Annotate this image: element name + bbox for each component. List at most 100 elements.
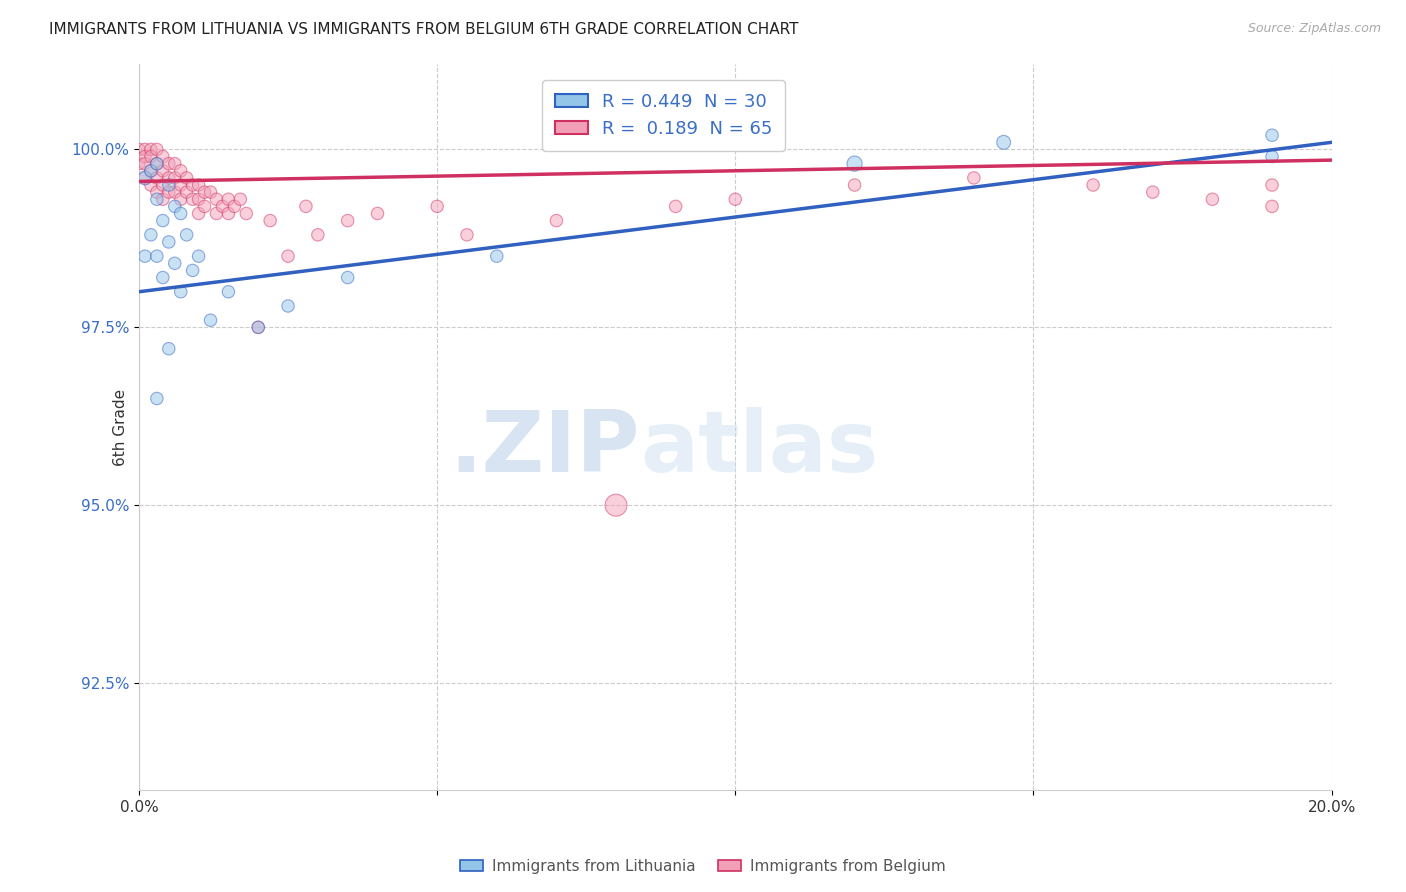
Point	[157, 342, 180, 356]
Point	[163, 156, 186, 170]
Point	[187, 192, 209, 206]
Point	[157, 178, 180, 192]
Point	[844, 156, 866, 170]
Point	[176, 170, 198, 185]
Point	[139, 163, 162, 178]
Text: IMMIGRANTS FROM LITHUANIA VS IMMIGRANTS FROM BELGIUM 6TH GRADE CORRELATION CHART: IMMIGRANTS FROM LITHUANIA VS IMMIGRANTS …	[49, 22, 799, 37]
Point	[200, 313, 222, 327]
Point	[259, 213, 281, 227]
Point	[170, 178, 193, 192]
Point	[1081, 178, 1104, 192]
Point	[193, 199, 215, 213]
Point	[1201, 192, 1223, 206]
Point	[605, 498, 627, 512]
Point	[217, 192, 239, 206]
Point	[963, 170, 986, 185]
Point	[307, 227, 329, 242]
Point	[1142, 185, 1164, 199]
Point	[157, 170, 180, 185]
Point	[247, 320, 270, 334]
Point	[176, 227, 198, 242]
Point	[157, 235, 180, 249]
Point	[146, 170, 169, 185]
Point	[157, 185, 180, 199]
Point	[295, 199, 318, 213]
Point	[128, 156, 150, 170]
Point	[277, 249, 299, 263]
Legend: Immigrants from Lithuania, Immigrants from Belgium: Immigrants from Lithuania, Immigrants fr…	[454, 853, 952, 880]
Point	[546, 213, 568, 227]
Point	[247, 320, 270, 334]
Point	[146, 156, 169, 170]
Point	[146, 156, 169, 170]
Point	[146, 143, 169, 157]
Point	[456, 227, 478, 242]
Point	[426, 199, 449, 213]
Point	[176, 185, 198, 199]
Point	[134, 170, 156, 185]
Point	[152, 178, 174, 192]
Text: Source: ZipAtlas.com: Source: ZipAtlas.com	[1247, 22, 1381, 36]
Point	[211, 199, 233, 213]
Point	[128, 143, 150, 157]
Point	[1261, 199, 1284, 213]
Point	[336, 270, 359, 285]
Point	[163, 185, 186, 199]
Point	[336, 213, 359, 227]
Point	[139, 143, 162, 157]
Point	[139, 163, 162, 178]
Point	[485, 249, 508, 263]
Point	[277, 299, 299, 313]
Point	[205, 206, 228, 220]
Point	[217, 285, 239, 299]
Point	[993, 136, 1015, 150]
Point	[665, 199, 688, 213]
Point	[152, 150, 174, 164]
Point	[187, 178, 209, 192]
Point	[139, 227, 162, 242]
Point	[134, 156, 156, 170]
Point	[181, 178, 204, 192]
Point	[724, 192, 747, 206]
Point	[170, 206, 193, 220]
Point	[146, 392, 169, 406]
Y-axis label: 6th Grade: 6th Grade	[112, 388, 128, 466]
Point	[1261, 150, 1284, 164]
Point	[193, 185, 215, 199]
Point	[134, 143, 156, 157]
Point	[152, 163, 174, 178]
Point	[235, 206, 257, 220]
Point	[1261, 128, 1284, 143]
Point	[170, 163, 193, 178]
Text: atlas: atlas	[640, 408, 879, 491]
Point	[134, 249, 156, 263]
Point	[181, 192, 204, 206]
Point	[146, 192, 169, 206]
Legend: R = 0.449  N = 30, R =  0.189  N = 65: R = 0.449 N = 30, R = 0.189 N = 65	[543, 80, 785, 151]
Point	[224, 199, 246, 213]
Point	[163, 256, 186, 270]
Point	[134, 170, 156, 185]
Point	[844, 178, 866, 192]
Point	[1261, 178, 1284, 192]
Point	[170, 285, 193, 299]
Point	[200, 185, 222, 199]
Point	[134, 150, 156, 164]
Point	[163, 199, 186, 213]
Point	[181, 263, 204, 277]
Point	[146, 185, 169, 199]
Point	[139, 150, 162, 164]
Point	[163, 170, 186, 185]
Point	[205, 192, 228, 206]
Point	[146, 249, 169, 263]
Point	[157, 156, 180, 170]
Point	[170, 192, 193, 206]
Point	[229, 192, 252, 206]
Point	[366, 206, 388, 220]
Point	[152, 270, 174, 285]
Point	[187, 249, 209, 263]
Point	[152, 213, 174, 227]
Point	[217, 206, 239, 220]
Point	[139, 178, 162, 192]
Text: .ZIP: .ZIP	[450, 408, 640, 491]
